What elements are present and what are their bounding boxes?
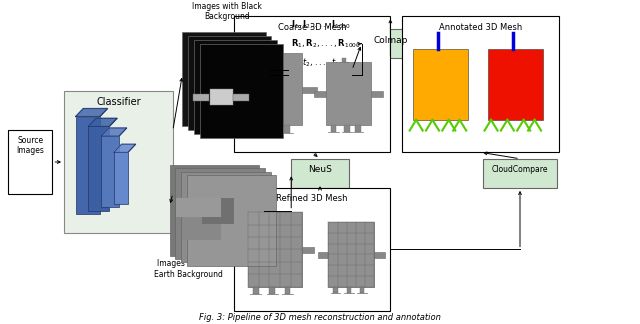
- Text: Refined 3D Mesh: Refined 3D Mesh: [276, 194, 348, 203]
- Bar: [64, 91, 173, 233]
- Bar: [285, 287, 290, 294]
- Bar: [202, 198, 234, 224]
- Bar: [176, 198, 221, 217]
- Polygon shape: [88, 118, 117, 126]
- Bar: [326, 62, 371, 125]
- Bar: [234, 16, 390, 152]
- Bar: [271, 125, 277, 133]
- Bar: [182, 201, 221, 240]
- Bar: [194, 40, 277, 134]
- Bar: [413, 49, 468, 120]
- Bar: [344, 125, 349, 132]
- Bar: [331, 125, 336, 132]
- Bar: [248, 212, 302, 287]
- Bar: [284, 125, 290, 133]
- Text: Annotated 3D Mesh: Annotated 3D Mesh: [438, 23, 522, 32]
- Bar: [314, 91, 326, 97]
- Bar: [374, 252, 385, 258]
- Bar: [114, 152, 128, 204]
- Text: Source
Images: Source Images: [16, 136, 44, 156]
- Bar: [347, 287, 351, 293]
- Bar: [200, 44, 283, 138]
- Bar: [483, 159, 557, 188]
- Bar: [328, 222, 374, 287]
- Bar: [253, 287, 259, 294]
- Bar: [88, 126, 109, 211]
- Bar: [236, 247, 248, 253]
- Bar: [181, 172, 271, 262]
- Bar: [291, 159, 349, 188]
- Bar: [302, 87, 317, 93]
- Bar: [233, 94, 249, 100]
- Text: Fig. 3: Pipeline of 3D mesh reconstruction and annotation: Fig. 3: Pipeline of 3D mesh reconstructi…: [199, 313, 441, 322]
- Bar: [302, 247, 314, 253]
- Bar: [362, 29, 419, 58]
- Bar: [235, 87, 250, 93]
- Polygon shape: [114, 144, 136, 152]
- Text: Images with The
Earth Background: Images with The Earth Background: [154, 259, 223, 279]
- Bar: [170, 165, 259, 256]
- Bar: [360, 287, 364, 293]
- Bar: [193, 94, 209, 100]
- Bar: [187, 175, 276, 266]
- Text: CloudCompare: CloudCompare: [492, 165, 548, 174]
- Bar: [269, 287, 275, 294]
- Bar: [182, 32, 266, 126]
- Bar: [402, 16, 559, 152]
- Bar: [8, 130, 52, 194]
- Bar: [210, 89, 233, 106]
- Bar: [101, 136, 119, 207]
- Bar: [250, 53, 302, 125]
- Bar: [255, 125, 261, 133]
- Text: Classifier: Classifier: [96, 97, 141, 107]
- Bar: [175, 168, 265, 259]
- Text: NeuS: NeuS: [308, 165, 332, 174]
- Bar: [488, 49, 543, 120]
- Text: $\mathbf{I}_1, \mathbf{I}_2, ..., \mathbf{I}_{1000}$: $\mathbf{I}_1, \mathbf{I}_2, ..., \mathb…: [291, 18, 351, 30]
- Text: Coarse 3D Mesh: Coarse 3D Mesh: [278, 23, 346, 32]
- Bar: [342, 58, 346, 62]
- Text: Images with Black
Background: Images with Black Background: [192, 2, 262, 21]
- Polygon shape: [101, 128, 127, 136]
- Bar: [234, 188, 390, 311]
- Bar: [318, 252, 328, 258]
- Bar: [268, 49, 273, 53]
- Bar: [188, 36, 271, 130]
- Polygon shape: [76, 109, 108, 117]
- Bar: [333, 287, 337, 293]
- Text: $\mathit{t}_1, \mathit{t}_2, ..., \mathit{t}_{1000}$: $\mathit{t}_1, \mathit{t}_2, ..., \mathi…: [291, 57, 351, 69]
- Bar: [76, 117, 100, 214]
- Bar: [371, 91, 383, 97]
- Text: Colmap: Colmap: [373, 36, 408, 45]
- Bar: [355, 125, 361, 132]
- Text: $\mathbf{R}_1, \mathbf{R}_2, ..., \mathbf{R}_{1000}$: $\mathbf{R}_1, \mathbf{R}_2, ..., \mathb…: [291, 38, 361, 50]
